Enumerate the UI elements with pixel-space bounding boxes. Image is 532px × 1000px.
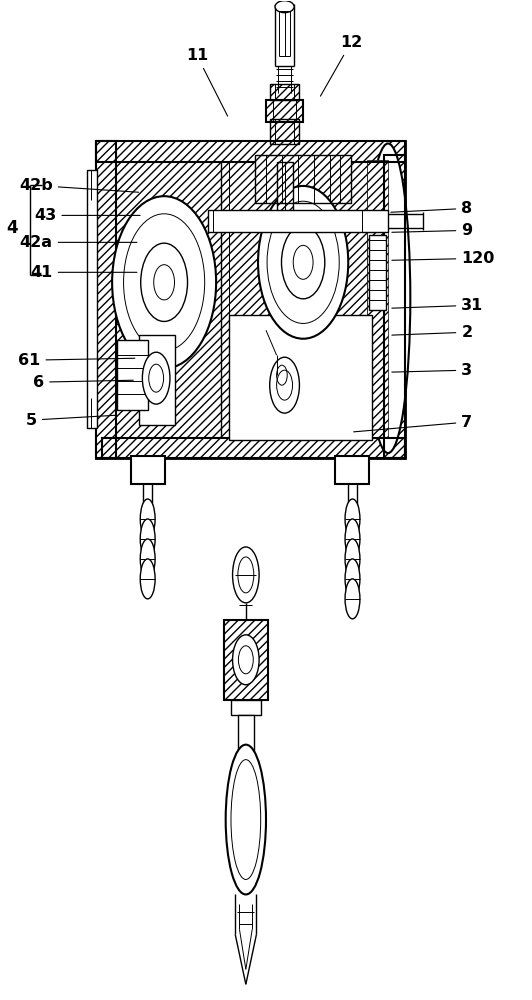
- Ellipse shape: [140, 559, 155, 599]
- Bar: [102, 438, 405, 458]
- Bar: [207, 210, 388, 232]
- Ellipse shape: [270, 357, 300, 413]
- Text: 42a: 42a: [20, 235, 137, 250]
- Text: 5: 5: [26, 413, 116, 428]
- Ellipse shape: [238, 557, 254, 593]
- Ellipse shape: [141, 243, 187, 321]
- Ellipse shape: [345, 579, 360, 619]
- Ellipse shape: [275, 1, 294, 13]
- Bar: [270, 84, 300, 100]
- Ellipse shape: [345, 519, 360, 559]
- Bar: [87, 170, 97, 428]
- Ellipse shape: [154, 265, 174, 300]
- Bar: [223, 620, 268, 700]
- Bar: [131, 456, 165, 484]
- Bar: [369, 235, 386, 310]
- Text: 11: 11: [186, 48, 228, 116]
- Bar: [102, 438, 405, 458]
- Bar: [223, 620, 268, 700]
- Text: 9: 9: [392, 223, 472, 238]
- Ellipse shape: [366, 143, 410, 453]
- Bar: [96, 140, 405, 162]
- Bar: [335, 456, 369, 484]
- Text: 6: 6: [33, 375, 133, 390]
- Ellipse shape: [281, 226, 325, 299]
- Ellipse shape: [140, 499, 155, 539]
- Text: 4: 4: [6, 219, 18, 237]
- Ellipse shape: [149, 364, 164, 392]
- Bar: [229, 162, 367, 438]
- Bar: [96, 140, 405, 458]
- Bar: [96, 140, 405, 162]
- Ellipse shape: [293, 245, 313, 279]
- Bar: [277, 162, 293, 227]
- Bar: [117, 162, 241, 438]
- Bar: [384, 155, 405, 458]
- Bar: [238, 715, 254, 760]
- Ellipse shape: [345, 559, 360, 599]
- Text: 120: 120: [392, 251, 495, 266]
- Ellipse shape: [232, 635, 259, 685]
- Ellipse shape: [267, 201, 339, 323]
- Bar: [266, 100, 303, 122]
- Bar: [277, 162, 293, 227]
- Text: 2: 2: [392, 325, 472, 340]
- Bar: [139, 335, 174, 425]
- Bar: [270, 84, 300, 100]
- Ellipse shape: [277, 370, 293, 400]
- Bar: [96, 140, 117, 458]
- Ellipse shape: [232, 547, 259, 603]
- Text: 7: 7: [354, 415, 472, 432]
- Ellipse shape: [140, 539, 155, 579]
- Bar: [335, 456, 369, 484]
- Bar: [270, 119, 300, 144]
- Ellipse shape: [258, 186, 348, 339]
- Text: 43: 43: [34, 208, 140, 223]
- Bar: [255, 155, 351, 203]
- Ellipse shape: [231, 760, 261, 879]
- Text: 31: 31: [392, 298, 484, 313]
- Bar: [270, 119, 300, 144]
- Text: 61: 61: [18, 353, 135, 368]
- Bar: [367, 160, 388, 438]
- Ellipse shape: [238, 646, 253, 674]
- Text: 12: 12: [320, 35, 362, 96]
- Text: 3: 3: [392, 363, 472, 378]
- Ellipse shape: [226, 745, 266, 894]
- Bar: [384, 155, 405, 458]
- Bar: [131, 456, 165, 484]
- Bar: [96, 140, 117, 458]
- Bar: [231, 700, 261, 715]
- Ellipse shape: [140, 519, 155, 559]
- Text: 42b: 42b: [19, 178, 138, 193]
- Ellipse shape: [143, 352, 170, 404]
- Bar: [255, 155, 351, 203]
- Text: 8: 8: [391, 201, 472, 216]
- Ellipse shape: [345, 499, 360, 539]
- Ellipse shape: [123, 214, 205, 351]
- Text: 41: 41: [30, 265, 137, 280]
- Bar: [229, 315, 372, 440]
- Bar: [118, 340, 148, 410]
- Ellipse shape: [112, 196, 216, 368]
- Ellipse shape: [345, 539, 360, 579]
- Bar: [266, 100, 303, 122]
